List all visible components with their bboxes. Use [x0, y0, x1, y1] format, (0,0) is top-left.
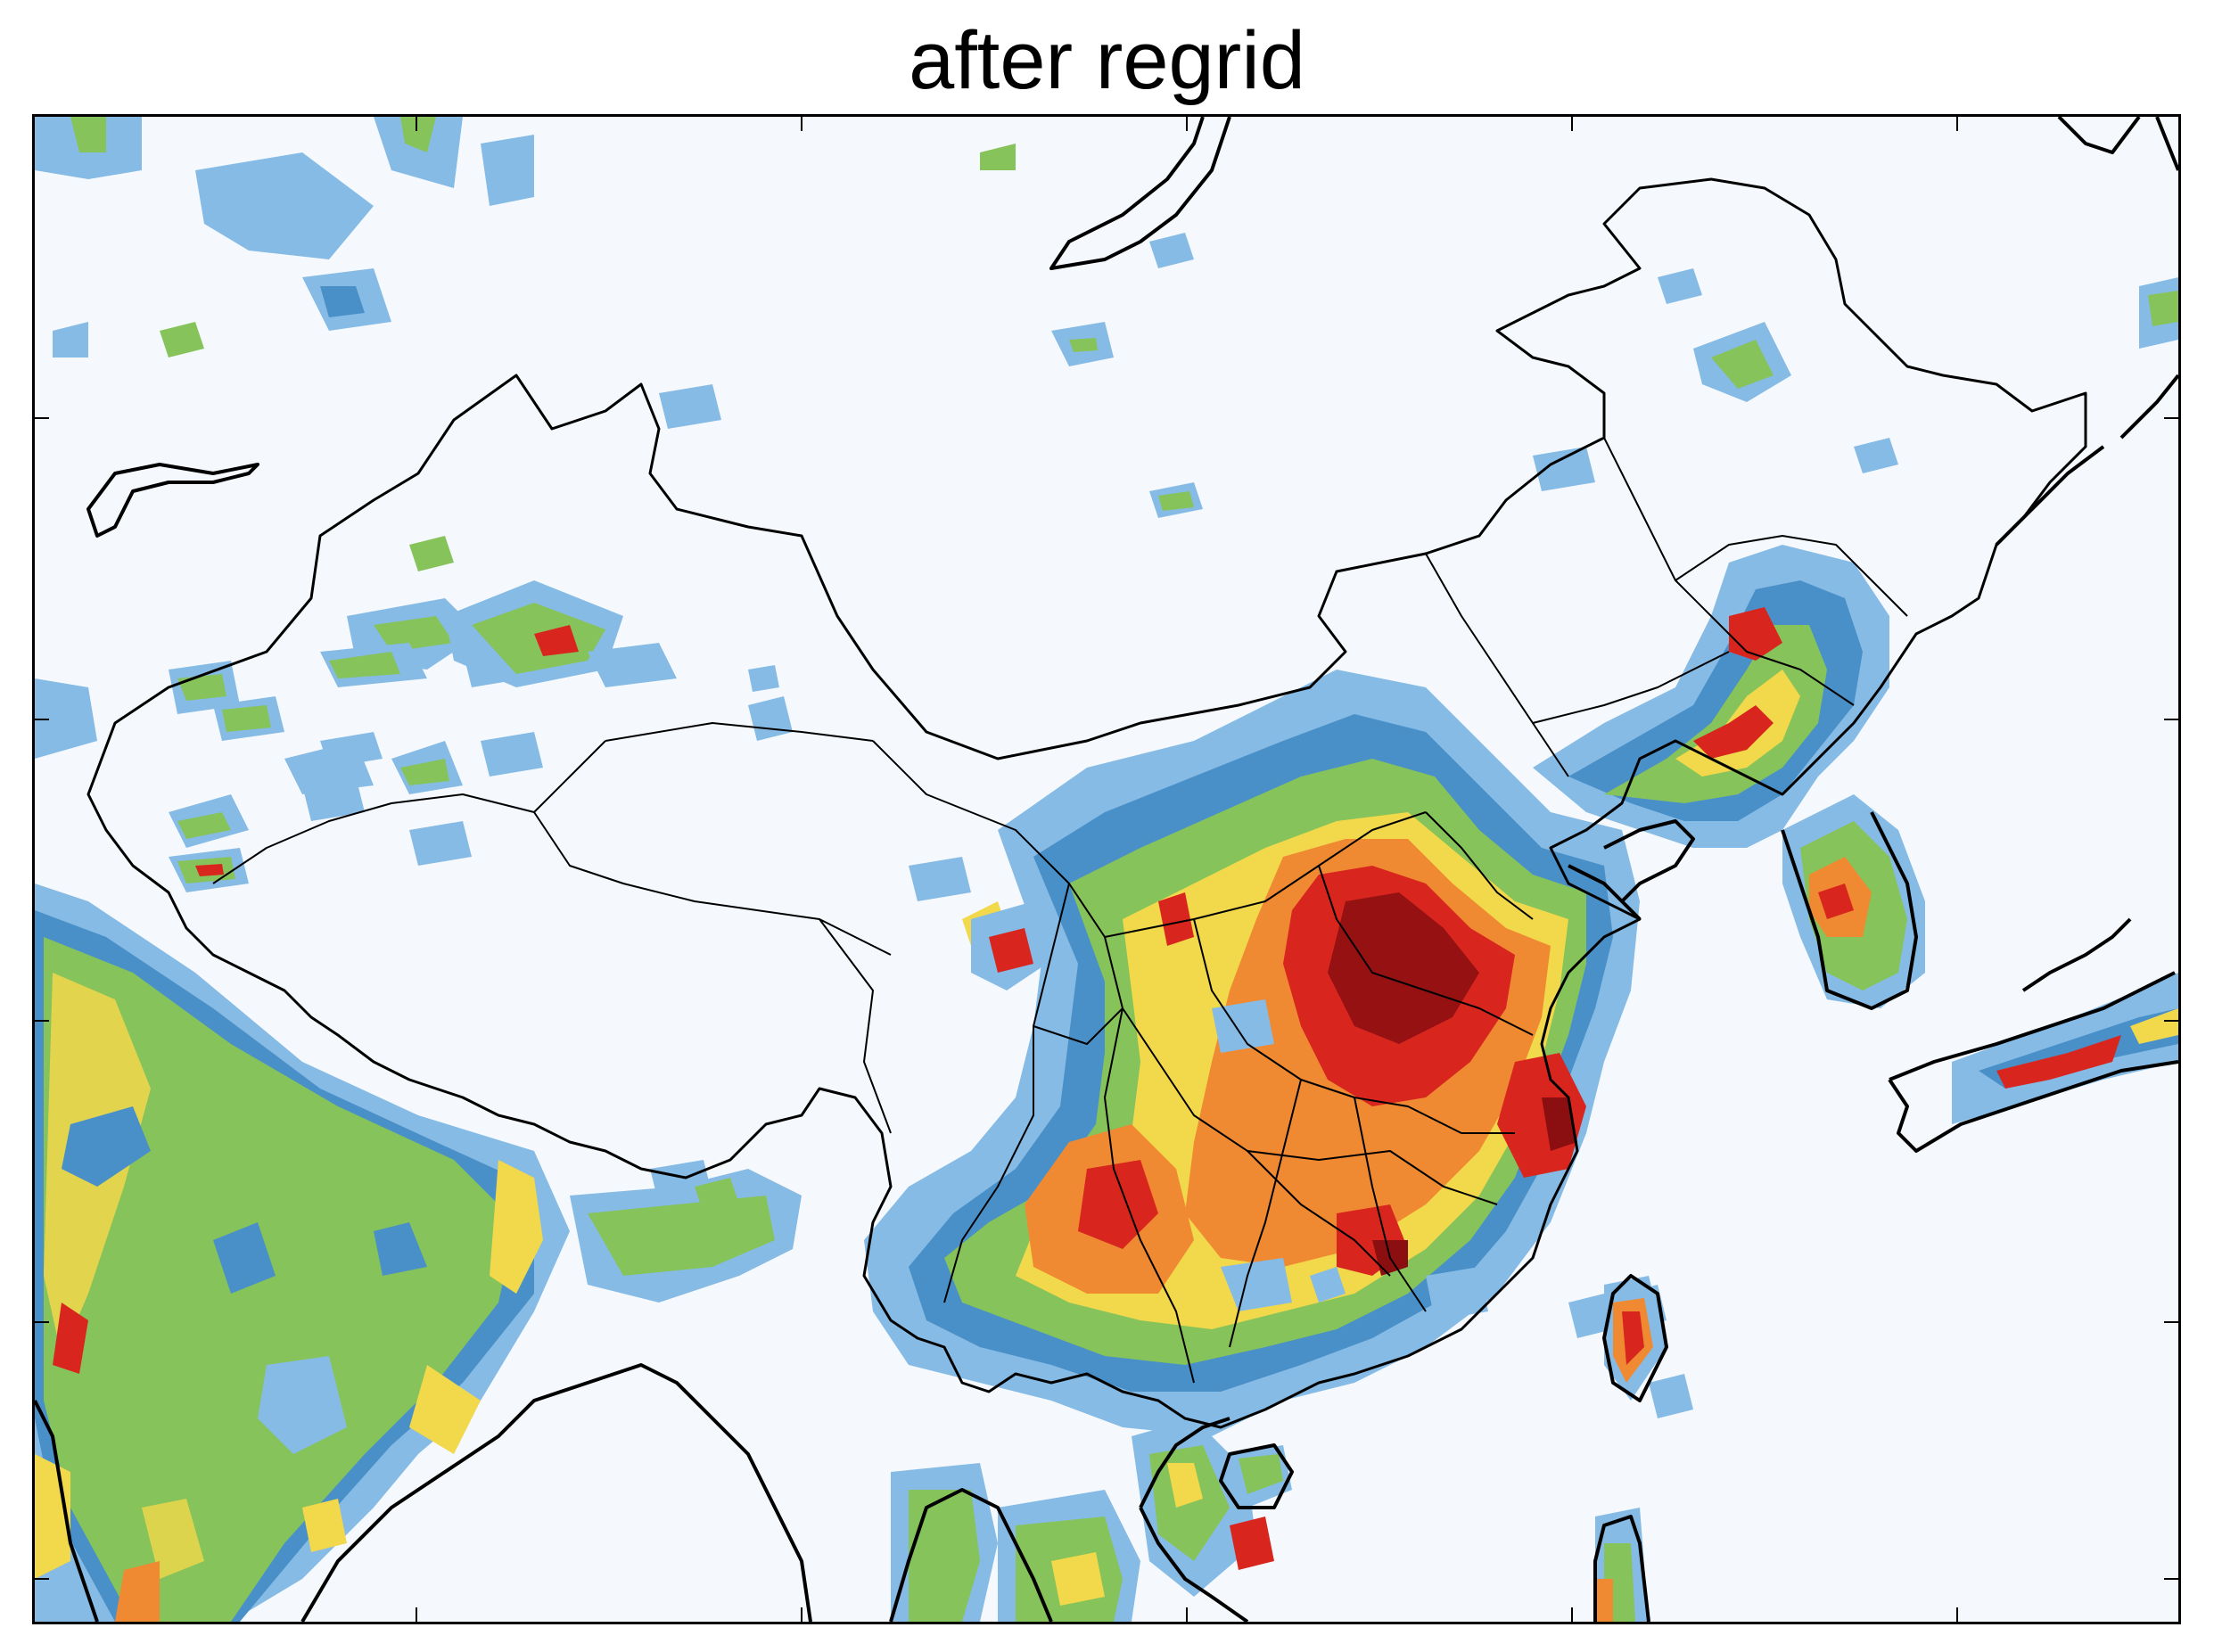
- coastline-northeast-corner: [2057, 117, 2178, 171]
- islands-field: [1221, 1276, 1667, 1508]
- coastline-russia-east: [1995, 374, 2178, 547]
- province-borders: [212, 437, 1908, 1384]
- southeast-asia-field: [891, 1418, 1649, 1622]
- coastline-southeast-asia: [1139, 1417, 1650, 1622]
- china-border: [86, 177, 2087, 1429]
- coastline-arctic: [1049, 117, 1231, 270]
- coastline-taiwan: [1602, 1274, 1668, 1402]
- south-asia-field: [35, 884, 802, 1622]
- northeast-field: [1533, 545, 2178, 1124]
- map-canvas: [35, 117, 2178, 1622]
- map-panel: [32, 114, 2181, 1624]
- axis-ticks: [35, 117, 2178, 1622]
- coastline-hainan: [1219, 1443, 1294, 1509]
- coastline-caspian: [86, 463, 259, 538]
- coastline-bohai: [1568, 819, 1695, 921]
- xinjiang-speckles: [169, 580, 1060, 990]
- east-china-field: [864, 670, 1640, 1436]
- coastline-japan: [1888, 917, 2178, 1153]
- scattered-speckles: [650, 144, 2178, 1418]
- coastline-india: [35, 1363, 1053, 1622]
- coastline-korea: [1781, 811, 1918, 1010]
- map-title: after regrid: [909, 15, 1305, 106]
- boundaries: [35, 117, 2178, 1622]
